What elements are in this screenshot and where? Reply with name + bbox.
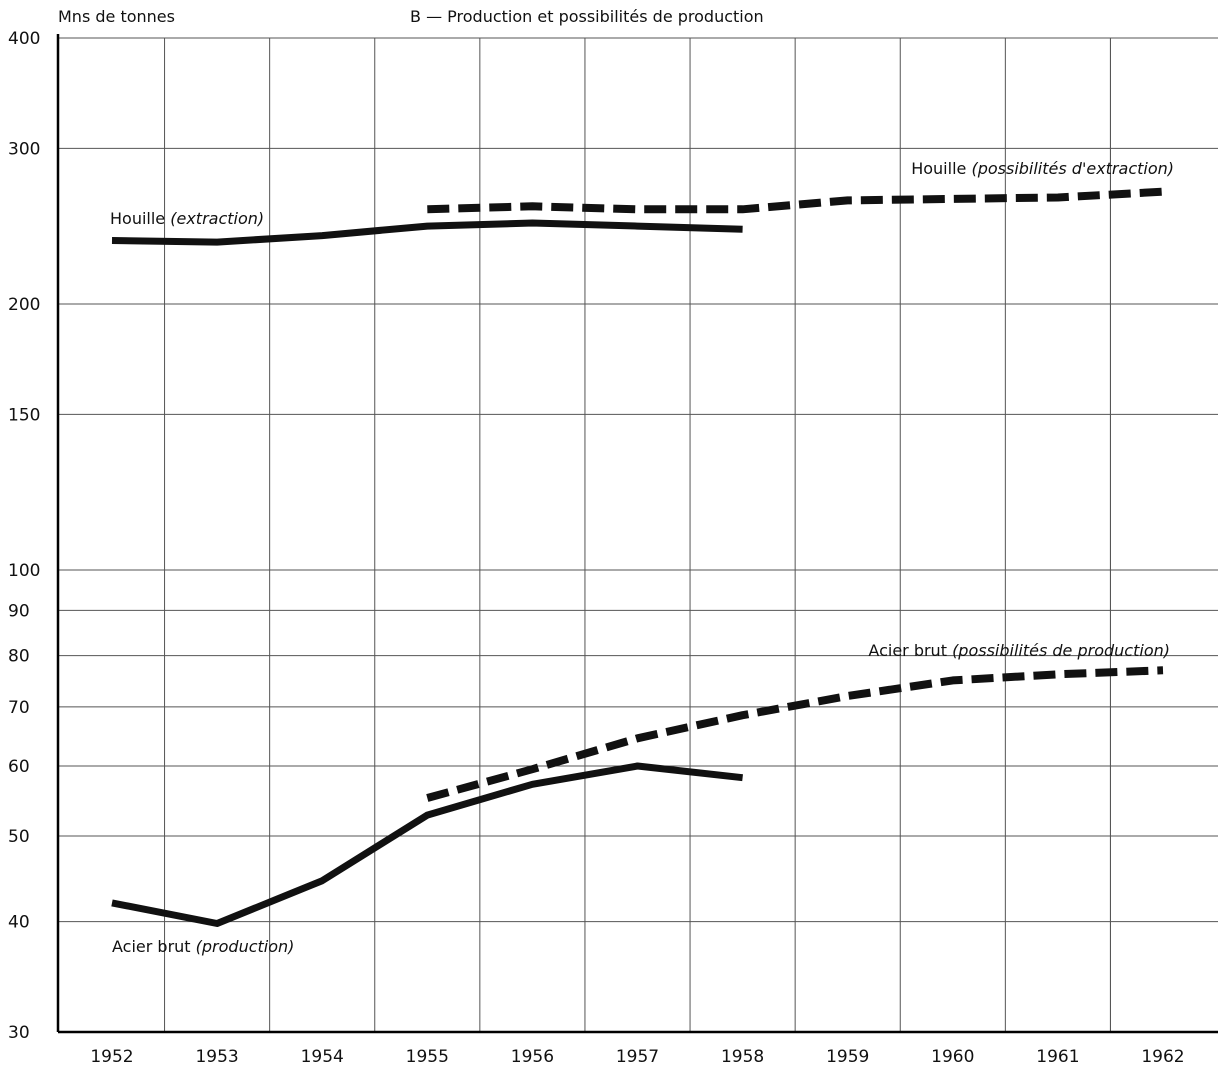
y-tick-label: 80: [8, 647, 30, 667]
series-label-name: Acier brut: [112, 937, 196, 956]
x-tick-label: 1958: [721, 1047, 764, 1067]
series-label-qualifier: (production): [196, 937, 295, 956]
series-label-qualifier: (extraction): [170, 209, 264, 228]
series-label-name: Houille: [911, 159, 971, 178]
chart-title: B — Production et possibilités de produc…: [410, 7, 764, 26]
series-label-qualifier: (possibilités d'extraction): [971, 159, 1174, 178]
y-tick-label: 400: [8, 29, 40, 49]
series-label-3: Acier brut (possibilités de production): [868, 641, 1170, 660]
series-label-name: Acier brut: [868, 641, 952, 660]
series-lines: [111, 187, 1164, 927]
y-tick-label: 50: [8, 827, 30, 847]
series-line-0: [111, 219, 743, 246]
x-tick-label: 1960: [931, 1047, 974, 1067]
series-line-3: [426, 666, 1164, 802]
y-tick-label: 70: [8, 698, 30, 718]
series-label-0: Houille (extraction): [110, 209, 264, 228]
y-tick-label: 150: [8, 405, 40, 425]
y-tick-label: 30: [8, 1023, 30, 1043]
axes: 30 40 50 60 70 80 90 100 150 200 300 400 1952 1953 195…: [8, 29, 1218, 1067]
y-tick-label: 100: [8, 561, 40, 581]
y-tick-label: 200: [8, 295, 40, 315]
x-tick-label: 1957: [616, 1047, 659, 1067]
series-label-name: Houille: [110, 209, 170, 228]
x-tick-label: 1954: [301, 1047, 344, 1067]
series-line-2: [111, 762, 743, 927]
x-tick-label: 1955: [406, 1047, 449, 1067]
x-tick-label: 1953: [195, 1047, 238, 1067]
y-tick-label: 40: [8, 913, 30, 933]
series-label-1: Houille (possibilités d'extraction): [911, 159, 1174, 178]
x-tick-label: 1952: [90, 1047, 133, 1067]
grid: [58, 37, 1218, 1032]
series-labels: Houille (extraction)Houille (possibilité…: [110, 159, 1174, 956]
series-label-2: Acier brut (production): [112, 937, 294, 956]
y-tick-label: 60: [8, 757, 30, 777]
y-axis-label: Mns de tonnes: [58, 7, 175, 26]
x-tick-label: 1962: [1141, 1047, 1184, 1067]
y-tick-label: 300: [8, 139, 40, 159]
y-tick-label: 90: [8, 601, 30, 621]
x-tick-label: 1961: [1036, 1047, 1079, 1067]
x-tick-label: 1959: [826, 1047, 869, 1067]
x-tick-label: 1956: [511, 1047, 554, 1067]
series-label-qualifier: (possibilités de production): [952, 641, 1170, 660]
